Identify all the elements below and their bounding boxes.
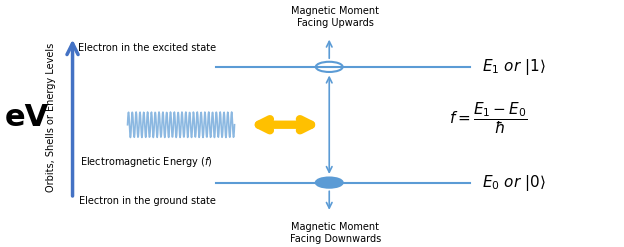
Text: Orbits, Shells or Energy Levels: Orbits, Shells or Energy Levels <box>46 43 56 192</box>
Text: $E_1$ or $|1\rangle$: $E_1$ or $|1\rangle$ <box>482 57 545 77</box>
Text: Electron in the excited state: Electron in the excited state <box>78 43 216 53</box>
Text: Magnetic Moment
Facing Downwards: Magnetic Moment Facing Downwards <box>290 222 381 244</box>
Text: Electron in the ground state: Electron in the ground state <box>79 196 216 206</box>
Text: eV: eV <box>4 103 49 132</box>
Text: $f = \dfrac{E_1 - E_0}{\hbar}$: $f = \dfrac{E_1 - E_0}{\hbar}$ <box>449 100 527 136</box>
Text: Magnetic Moment
Facing Upwards: Magnetic Moment Facing Upwards <box>291 6 379 27</box>
Text: $E_0$ or $|0\rangle$: $E_0$ or $|0\rangle$ <box>482 173 545 193</box>
Circle shape <box>316 178 343 188</box>
Text: Electromagnetic Energy $(f)$: Electromagnetic Energy $(f)$ <box>80 155 212 169</box>
